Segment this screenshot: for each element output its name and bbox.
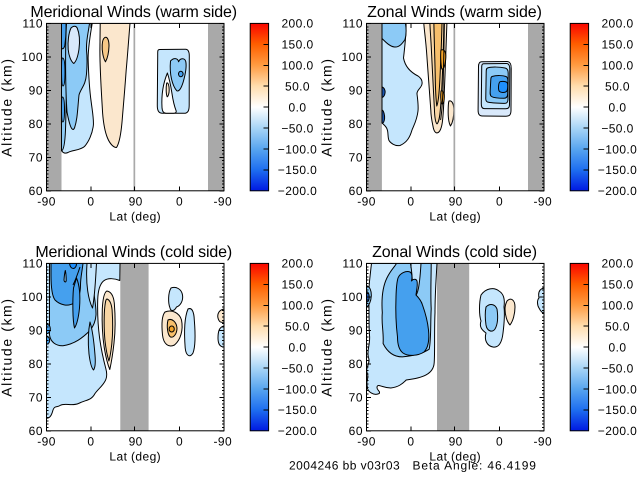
svg-text:Lat (deg): Lat (deg) — [429, 210, 481, 224]
svg-text:0: 0 — [407, 435, 414, 449]
svg-text:70: 70 — [349, 391, 363, 405]
svg-text:0: 0 — [496, 435, 503, 449]
svg-text:70: 70 — [29, 391, 43, 405]
svg-text:-90: -90 — [357, 195, 376, 209]
svg-text:60: 60 — [349, 424, 363, 438]
svg-text:Meridional Winds (cold side): Meridional Winds (cold side) — [35, 244, 232, 261]
svg-text:100.0: 100.0 — [601, 299, 633, 313]
svg-text:Zonal Winds (cold side): Zonal Winds (cold side) — [372, 244, 537, 261]
svg-text:200.0: 200.0 — [601, 17, 633, 31]
svg-text:110: 110 — [342, 257, 363, 271]
svg-text:0: 0 — [87, 435, 94, 449]
svg-text:80: 80 — [349, 357, 363, 371]
svg-text:0.0: 0.0 — [609, 100, 627, 114]
svg-text:200.0: 200.0 — [281, 17, 313, 31]
svg-text:110: 110 — [22, 257, 43, 271]
svg-text:0: 0 — [87, 195, 94, 209]
svg-text:−200.0: −200.0 — [278, 424, 317, 438]
svg-text:90: 90 — [349, 84, 363, 98]
svg-text:Altitude (km): Altitude (km) — [319, 57, 335, 156]
svg-text:90: 90 — [449, 435, 463, 449]
svg-text:Altitude (km): Altitude (km) — [319, 297, 335, 396]
svg-text:Lat (deg): Lat (deg) — [429, 450, 481, 464]
svg-text:90: 90 — [349, 324, 363, 338]
svg-text:−100.0: −100.0 — [278, 382, 317, 396]
svg-text:-90: -90 — [534, 435, 553, 449]
svg-text:0: 0 — [176, 435, 183, 449]
svg-text:Zonal Winds (warm side): Zonal Winds (warm side) — [367, 4, 542, 21]
svg-text:50.0: 50.0 — [285, 79, 310, 93]
svg-text:110: 110 — [22, 17, 43, 31]
svg-text:80: 80 — [349, 117, 363, 131]
svg-text:−50.0: −50.0 — [281, 121, 313, 135]
svg-text:0: 0 — [407, 195, 414, 209]
svg-text:100: 100 — [21, 50, 43, 64]
svg-text:-90: -90 — [534, 195, 553, 209]
svg-text:0: 0 — [496, 195, 503, 209]
svg-text:150.0: 150.0 — [281, 278, 313, 292]
svg-text:100.0: 100.0 — [281, 299, 313, 313]
svg-text:Lat (deg): Lat (deg) — [109, 210, 161, 224]
svg-text:100: 100 — [341, 50, 363, 64]
svg-text:50.0: 50.0 — [605, 79, 630, 93]
svg-text:-90: -90 — [37, 195, 56, 209]
svg-text:80: 80 — [29, 357, 43, 371]
svg-text:2004246 bb v03r03: 2004246 bb v03r03 — [289, 459, 400, 473]
svg-text:70: 70 — [29, 151, 43, 165]
svg-text:−150.0: −150.0 — [598, 163, 637, 177]
svg-text:150.0: 150.0 — [601, 38, 633, 52]
svg-text:90: 90 — [29, 324, 43, 338]
svg-text:200.0: 200.0 — [281, 257, 313, 271]
svg-text:0.0: 0.0 — [609, 340, 627, 354]
svg-text:60: 60 — [349, 184, 363, 198]
svg-text:−100.0: −100.0 — [278, 142, 317, 156]
svg-text:200.0: 200.0 — [601, 257, 633, 271]
svg-text:Meridional Winds (warm side): Meridional Winds (warm side) — [30, 4, 237, 21]
svg-text:−200.0: −200.0 — [598, 184, 637, 198]
svg-text:100.0: 100.0 — [281, 59, 313, 73]
svg-text:-90: -90 — [357, 435, 376, 449]
svg-text:100: 100 — [21, 290, 43, 304]
svg-text:0: 0 — [176, 195, 183, 209]
svg-text:90: 90 — [129, 435, 143, 449]
svg-text:−50.0: −50.0 — [601, 121, 633, 135]
svg-text:90: 90 — [129, 195, 143, 209]
svg-text:110: 110 — [342, 17, 363, 31]
svg-text:−100.0: −100.0 — [598, 382, 637, 396]
svg-text:Altitude (km): Altitude (km) — [0, 57, 15, 156]
svg-text:80: 80 — [29, 117, 43, 131]
svg-text:-90: -90 — [37, 435, 56, 449]
svg-text:Altitude (km): Altitude (km) — [0, 297, 15, 396]
svg-text:100.0: 100.0 — [601, 59, 633, 73]
svg-text:−150.0: −150.0 — [598, 403, 637, 417]
svg-text:−50.0: −50.0 — [601, 361, 633, 375]
svg-text:Lat (deg): Lat (deg) — [109, 450, 161, 464]
svg-text:60: 60 — [29, 424, 43, 438]
svg-text:100: 100 — [341, 290, 363, 304]
svg-text:90: 90 — [449, 195, 463, 209]
svg-text:Beta Angle: 46.4199: Beta Angle: 46.4199 — [413, 459, 537, 473]
svg-text:60: 60 — [29, 184, 43, 198]
svg-text:−150.0: −150.0 — [278, 403, 317, 417]
svg-text:−100.0: −100.0 — [598, 142, 637, 156]
svg-text:70: 70 — [349, 151, 363, 165]
svg-text:-90: -90 — [214, 195, 233, 209]
svg-text:−50.0: −50.0 — [281, 361, 313, 375]
svg-text:150.0: 150.0 — [281, 38, 313, 52]
svg-text:−200.0: −200.0 — [278, 184, 317, 198]
svg-text:90: 90 — [29, 84, 43, 98]
svg-text:0.0: 0.0 — [289, 340, 307, 354]
svg-text:-90: -90 — [214, 435, 233, 449]
svg-text:−200.0: −200.0 — [598, 424, 637, 438]
svg-text:50.0: 50.0 — [285, 319, 310, 333]
svg-text:−150.0: −150.0 — [278, 163, 317, 177]
svg-text:0.0: 0.0 — [289, 100, 307, 114]
svg-text:50.0: 50.0 — [605, 319, 630, 333]
svg-text:150.0: 150.0 — [601, 278, 633, 292]
